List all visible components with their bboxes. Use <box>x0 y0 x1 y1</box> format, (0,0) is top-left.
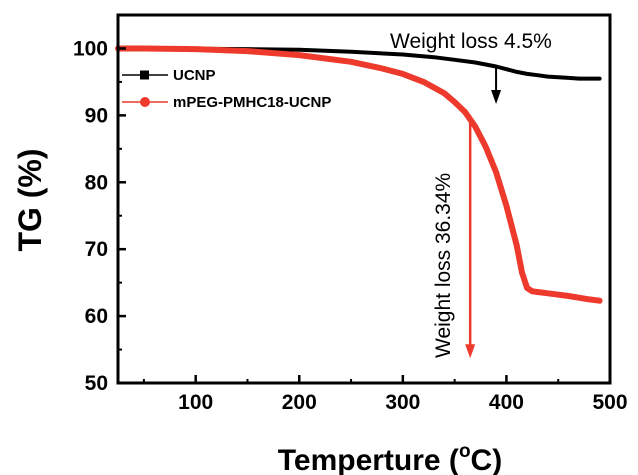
legend-label-mpeg: mPEG-PMHC18-UCNP <box>173 94 331 111</box>
legend-label-ucnp: UCNP <box>173 67 216 84</box>
y-tick-label: 70 <box>85 238 108 261</box>
annotation-arrow-head <box>465 344 476 359</box>
legend-marker-mpeg <box>140 97 150 107</box>
y-tick-label: 50 <box>85 372 108 395</box>
x-tick-label: 100 <box>178 391 213 414</box>
y-tick-label: 90 <box>85 104 108 127</box>
series-line-mpeg-pmhc18-ucnp <box>115 45 603 304</box>
legend-marker-ucnp <box>140 70 149 80</box>
x-tick-label: 400 <box>489 391 524 414</box>
y-axis-title: TG (%) <box>12 148 48 251</box>
annotation-arrow-head <box>491 89 502 104</box>
legend: UCNP mPEG-PMHC18-UCNP <box>122 67 331 111</box>
y-tick-label: 100 <box>73 37 108 60</box>
series-line-ucnp <box>116 46 602 81</box>
x-axis-title: Temperture (oC) <box>278 441 502 475</box>
y-tick-label: 60 <box>85 305 108 328</box>
x-tick-label: 200 <box>282 391 317 414</box>
annotation-weight-loss-mpeg: Weight loss 36.34% <box>432 173 455 358</box>
x-tick-label: 300 <box>385 391 420 414</box>
annotation-weight-loss-ucnp: Weight loss 4.5% <box>390 30 552 53</box>
y-tick-label: 80 <box>85 171 108 194</box>
plot-frame <box>116 13 612 385</box>
x-tick-label: 500 <box>592 391 627 414</box>
